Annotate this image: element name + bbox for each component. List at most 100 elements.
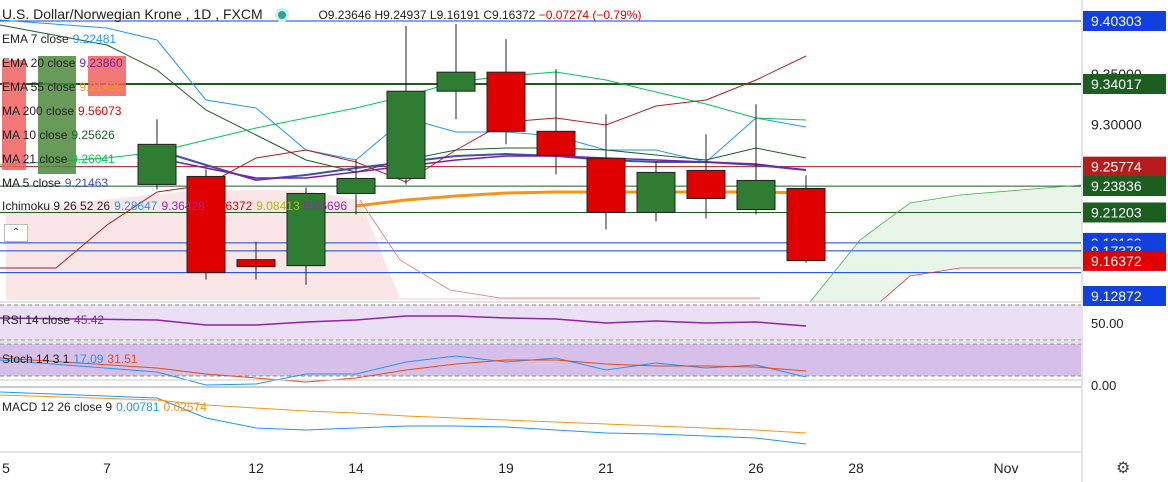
price-axis-label: 9.34017 bbox=[1091, 76, 1142, 92]
open-value: O9.23646 bbox=[318, 8, 372, 22]
indicator-label[interactable]: MA 10 close 9.25626 bbox=[2, 128, 115, 142]
collapse-legend-button[interactable]: ⌃ bbox=[4, 224, 28, 242]
rsi-label[interactable]: RSI 14 close 45.42 bbox=[2, 313, 104, 327]
indicator-name: Stoch 14 3 1 bbox=[2, 352, 70, 366]
time-axis-label: 12 bbox=[248, 460, 264, 476]
candle-body bbox=[186, 175, 226, 274]
legend-swatch-red-2 bbox=[88, 56, 126, 96]
rsi-axis-label: 50.00 bbox=[1091, 316, 1124, 331]
indicator-value: 9.16372 bbox=[208, 199, 253, 213]
indicator-value: 31.51 bbox=[107, 352, 138, 366]
signal-line bbox=[0, 394, 807, 434]
indicator-label[interactable]: EMA 20 close 9.23860 bbox=[2, 56, 123, 70]
indicator-label[interactable]: MA 5 close 9.21463 bbox=[2, 176, 108, 190]
rsi-line bbox=[0, 315, 807, 327]
price-tag-bg bbox=[1083, 286, 1166, 306]
stoch-d-line bbox=[0, 357, 807, 383]
candle-body bbox=[786, 187, 826, 262]
candle-body bbox=[137, 143, 177, 185]
indicator-name: EMA 20 close bbox=[2, 56, 76, 70]
price-axis-label: 9.12872 bbox=[1091, 288, 1142, 304]
indicator-value: 9.21435 bbox=[79, 80, 123, 94]
indicator-value: 9.23860 bbox=[79, 56, 123, 70]
chart-header: U.S. Dollar/Norwegian Krone , 1D , FXCM … bbox=[2, 6, 642, 23]
macd-label[interactable]: MACD 12 26 close 9 0.00781 0.02574 bbox=[2, 400, 207, 414]
price-axis-label: 9.21203 bbox=[1091, 204, 1142, 220]
ichimoku-label[interactable]: Ichimoku 9 26 52 26 9.28647 9.36428 9.16372… bbox=[2, 199, 347, 213]
candle-body bbox=[586, 157, 626, 214]
senkou-b-past-line bbox=[359, 199, 760, 299]
close-value: C9.16372 bbox=[483, 8, 536, 22]
indicator-value: 9.21463 bbox=[64, 176, 109, 190]
indicator-name: MA 5 close bbox=[2, 176, 61, 190]
time-axis-label: 14 bbox=[348, 460, 364, 476]
price-tag-bg bbox=[1083, 11, 1166, 31]
indicator-name: MA 200 close bbox=[2, 104, 75, 118]
indicator-value: 9.26041 bbox=[71, 152, 115, 166]
candle-body bbox=[386, 90, 426, 179]
interval[interactable]: 1D bbox=[193, 6, 212, 22]
stoch-label[interactable]: Stoch 14 3 1 17.09 31.51 bbox=[2, 352, 137, 366]
candle-body bbox=[486, 71, 526, 132]
time-axis-label: Nov bbox=[994, 460, 1019, 476]
indicator-value: 9.06696 bbox=[303, 199, 348, 213]
ema55-line bbox=[355, 190, 807, 208]
ohlc-readout: O9.23646 H9.24937 L9.16191 C9.16372 −0.0… bbox=[318, 8, 641, 22]
price-axis-label: 9.23836 bbox=[1091, 178, 1142, 194]
indicator-name: MACD 12 26 close 9 bbox=[2, 400, 113, 414]
indicator-label[interactable]: EMA 55 close 9.21435 bbox=[2, 80, 123, 94]
indicator-value: 0.00781 bbox=[116, 400, 160, 414]
indicator-name: EMA 55 close bbox=[2, 80, 76, 94]
indicator-name: EMA 7 close bbox=[2, 32, 69, 46]
indicator-label[interactable]: MA 21 close 9.26041 bbox=[2, 152, 115, 166]
ma21-line bbox=[0, 71, 807, 166]
time-axis-label: 19 bbox=[498, 460, 514, 476]
legend-swatch-green bbox=[38, 56, 76, 174]
indicator-name: Ichimoku 9 26 52 26 bbox=[2, 199, 111, 213]
candle-body bbox=[636, 171, 676, 214]
indicator-label[interactable]: MA 200 close 9.56073 bbox=[2, 104, 121, 118]
indicator-name: MA 21 close bbox=[2, 152, 68, 166]
indicator-value: 0.02574 bbox=[163, 400, 207, 414]
data-source: FXCM bbox=[223, 6, 263, 22]
candle-body bbox=[736, 179, 776, 211]
time-axis-label: 26 bbox=[748, 460, 764, 476]
price-tag-bg bbox=[1083, 202, 1166, 223]
candle-body bbox=[436, 71, 476, 92]
indicator-label[interactable]: EMA 7 close 9.22481 bbox=[2, 32, 116, 46]
price-tag-bg bbox=[1083, 176, 1166, 197]
gear-icon[interactable]: ⚙ bbox=[1116, 460, 1131, 477]
indicator-value: 9.25626 bbox=[71, 128, 115, 142]
price-tag-bg bbox=[1083, 250, 1166, 271]
indicator-value: 17.09 bbox=[73, 352, 104, 366]
price-axis-label: 9.40303 bbox=[1091, 13, 1142, 29]
indicator-name: RSI 14 close bbox=[2, 313, 71, 327]
market-status-icon bbox=[274, 8, 289, 23]
senkou-b-line bbox=[879, 267, 1081, 303]
indicator-name: MA 10 close bbox=[2, 128, 68, 142]
indicator-value: 9.36428 bbox=[161, 199, 205, 213]
high-value: H9.24937 bbox=[374, 8, 427, 22]
time-axis-label: 28 bbox=[848, 460, 864, 476]
ema20-line bbox=[156, 155, 807, 179]
price-axis-label: 9.25774 bbox=[1091, 159, 1142, 175]
candle-body bbox=[286, 192, 326, 267]
price-axis-label: 9.30000 bbox=[1091, 116, 1142, 132]
stoch-axis-label: 0.00 bbox=[1091, 378, 1116, 393]
indicator-value: 9.08413 bbox=[256, 199, 300, 213]
candle-body bbox=[686, 169, 726, 199]
time-axis-label: 21 bbox=[598, 460, 614, 476]
indicator-value: 9.22481 bbox=[72, 32, 117, 46]
price-tag-bg bbox=[1083, 156, 1166, 177]
price-tag-bg bbox=[1083, 74, 1166, 95]
symbol-name[interactable]: U.S. Dollar/Norwegian Krone bbox=[2, 6, 182, 22]
price-axis-label: 9.16372 bbox=[1091, 253, 1142, 269]
ma10-line bbox=[0, 24, 807, 173]
time-axis-label: 5 bbox=[2, 460, 10, 476]
macd-line bbox=[0, 391, 807, 445]
change-value: −0.07274 (−0.79%) bbox=[538, 8, 642, 22]
indicator-value: 45.42 bbox=[74, 313, 105, 327]
rsi-band bbox=[0, 305, 1081, 340]
